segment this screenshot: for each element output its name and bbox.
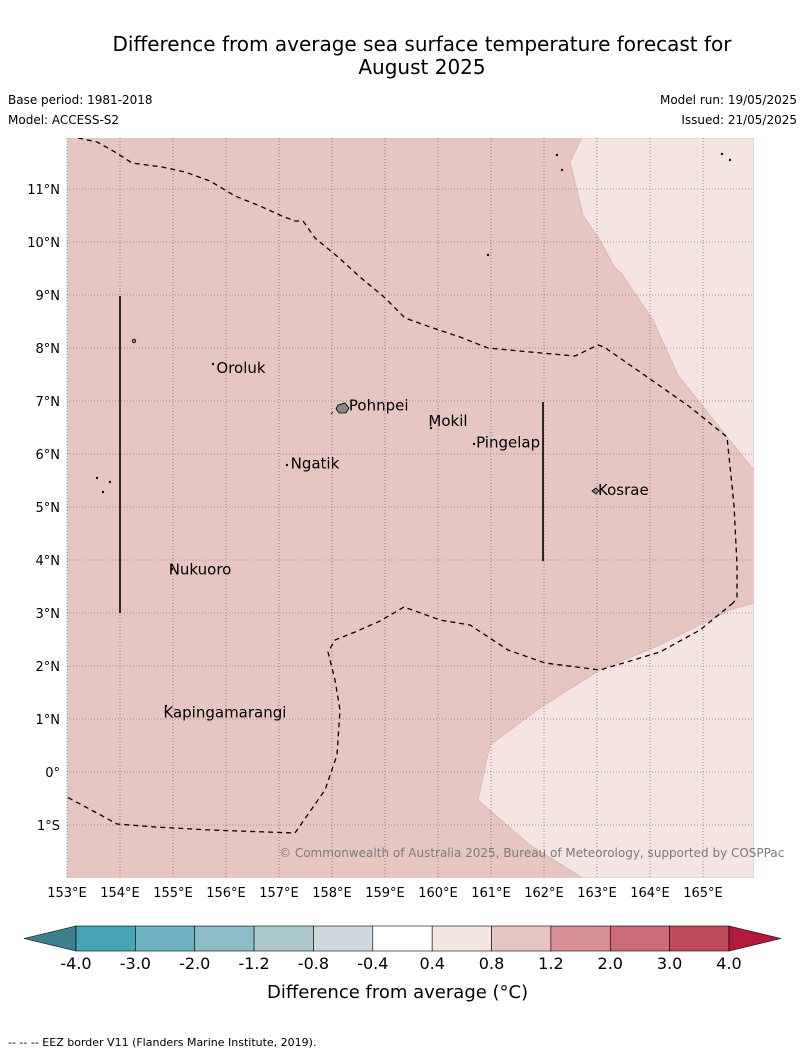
colorbar-swatch — [669, 925, 730, 952]
island-west-2 — [108, 480, 112, 484]
place-labels: Oroluk Pohnpei Mokil Pingelap Ngatik Kosrae Nu… — [163, 359, 648, 722]
colorbar-tick-label: 0.8 — [478, 954, 505, 973]
colorbar-tick-label: 0.4 — [419, 954, 445, 973]
colorbar-tick-label: 2.0 — [597, 954, 623, 973]
lon-tick-label: 162°E — [524, 886, 564, 901]
lon-tick-label: 155°E — [153, 886, 193, 901]
island-north-2 — [560, 168, 564, 172]
colorbar-swatch — [372, 925, 433, 952]
lat-tick-label: 10°N — [27, 236, 60, 251]
lat-tick-label: 9°N — [36, 289, 61, 304]
issued-date: Issued: 21/05/2025 — [681, 113, 797, 127]
colorbar-tick-label: 1.2 — [538, 954, 564, 973]
lon-tick-label: 156°E — [206, 886, 246, 901]
islands — [95, 152, 732, 708]
place-label-mokil: Mokil — [428, 412, 467, 430]
island-northeast-1 — [720, 152, 724, 156]
anomaly-fill — [67, 138, 754, 878]
island-north-1 — [555, 153, 559, 157]
colorbar-swatch — [491, 925, 552, 952]
colorbar-tick-label: 3.0 — [656, 954, 683, 973]
place-label-pingelap: Pingelap — [476, 433, 540, 451]
lat-tick-label: 7°N — [36, 395, 61, 410]
lon-tick-label: 154°E — [100, 886, 140, 901]
copyright-text: © Commonwealth of Australia 2025, Bureau… — [279, 846, 784, 860]
place-label-oroluk: Oroluk — [216, 359, 265, 377]
map-canvas: Oroluk Pohnpei Mokil Pingelap Ngatik Kosrae Nu… — [23, 138, 784, 952]
colorbar-tick-label: -4.0 — [60, 954, 92, 973]
lat-tick-label: 11°N — [27, 183, 60, 198]
colorbar-tick-label: -3.0 — [119, 954, 151, 973]
eez-border-south — [67, 602, 734, 834]
lat-tick-label: 0° — [45, 766, 60, 781]
colorbar-extend-high — [728, 925, 782, 952]
title-line-1: Difference from average sea surface temp… — [112, 32, 732, 56]
lon-tick-label: 160°E — [418, 886, 458, 901]
colorbar-extend-low — [23, 925, 77, 952]
colorbar-tick-label: 4.0 — [716, 954, 742, 973]
lon-tick-label: 159°E — [365, 886, 405, 901]
lat-tick-label: 5°N — [36, 501, 61, 516]
place-label-kosrae: Kosrae — [598, 481, 649, 499]
island-kapingamarangi — [164, 704, 168, 708]
vertical-lines — [119, 296, 544, 613]
base-period: Base period: 1981-2018 — [8, 93, 153, 107]
legend-footnote: -- -- -- EEZ border V11 (Flanders Marine… — [8, 1036, 317, 1049]
island-north-3 — [486, 253, 490, 257]
eez-borders — [67, 138, 738, 834]
island-kosrae — [591, 487, 600, 495]
lat-tick-label: 3°N — [36, 607, 61, 622]
lon-tick-label: 157°E — [259, 886, 299, 901]
lon-tick-label: 161°E — [471, 886, 511, 901]
island-nukuoro — [170, 567, 174, 571]
colorbar-swatch — [253, 925, 314, 952]
colorbar-tick-label: -0.8 — [297, 954, 330, 973]
place-label-nukuoro: Nukuoro — [169, 561, 232, 579]
island-west-1 — [95, 476, 99, 480]
colorbar — [23, 925, 782, 952]
lat-tick-label: 2°N — [36, 660, 61, 675]
title-line-2: August 2025 — [358, 55, 486, 79]
place-label-pohnpei: Pohnpei — [349, 396, 409, 414]
island-oroluk — [211, 362, 215, 366]
place-label-kapingamarangi: Kapingamarangi — [163, 704, 286, 722]
lon-tick-label: 163°E — [577, 886, 617, 901]
lat-tick-label: 1°S — [37, 819, 60, 834]
axis-labels: 11°N 10°N 9°N 8°N 7°N 6°N 5°N 4°N 3°N 2°N 1°N 0° 1°S… — [27, 183, 723, 901]
colorbar-tick-label: -1.2 — [238, 954, 270, 973]
island-ngatik — [285, 463, 289, 467]
colorbar-title: Difference from average (°C) — [267, 982, 529, 1003]
colorbar-tick-label: -2.0 — [179, 954, 211, 973]
island-pingelap — [472, 442, 476, 446]
anomaly-band-0-4-0-8-southeast — [477, 602, 754, 878]
island-pohnpei — [335, 402, 350, 414]
island-mokil — [429, 426, 433, 430]
island-northeast-2 — [728, 158, 732, 162]
eez-border-north — [77, 138, 738, 604]
lon-tick-label: 153°E — [47, 886, 87, 901]
colorbar-swatch — [75, 925, 136, 952]
model-run: Model run: 19/05/2025 — [659, 93, 797, 107]
lon-tick-label: 164°E — [630, 886, 670, 901]
colorbar-swatch — [313, 925, 374, 952]
colorbar-swatch — [431, 925, 492, 952]
island-northwest — [131, 338, 137, 344]
colorbar-swatch — [194, 925, 255, 952]
map-title: Difference from average sea surface temp… — [40, 33, 804, 79]
colorbar-swatch — [609, 925, 670, 952]
island-west-3 — [101, 490, 105, 494]
islet-pohnpei-west — [330, 411, 334, 415]
lon-tick-label: 165°E — [683, 886, 723, 901]
lon-tick-label: 158°E — [312, 886, 352, 901]
lat-tick-label: 4°N — [36, 554, 61, 569]
model-name: Model: ACCESS-S2 — [8, 113, 120, 127]
lat-tick-label: 6°N — [36, 448, 61, 463]
lat-tick-label: 8°N — [36, 342, 61, 357]
anomaly-band-0-4-0-8-northeast — [569, 138, 754, 471]
lat-tick-label: 1°N — [36, 713, 61, 728]
colorbar-swatch — [135, 925, 196, 952]
place-label-ngatik: Ngatik — [291, 455, 340, 473]
colorbar-tick-label: -0.4 — [357, 954, 389, 973]
colorbar-swatch — [550, 925, 611, 952]
